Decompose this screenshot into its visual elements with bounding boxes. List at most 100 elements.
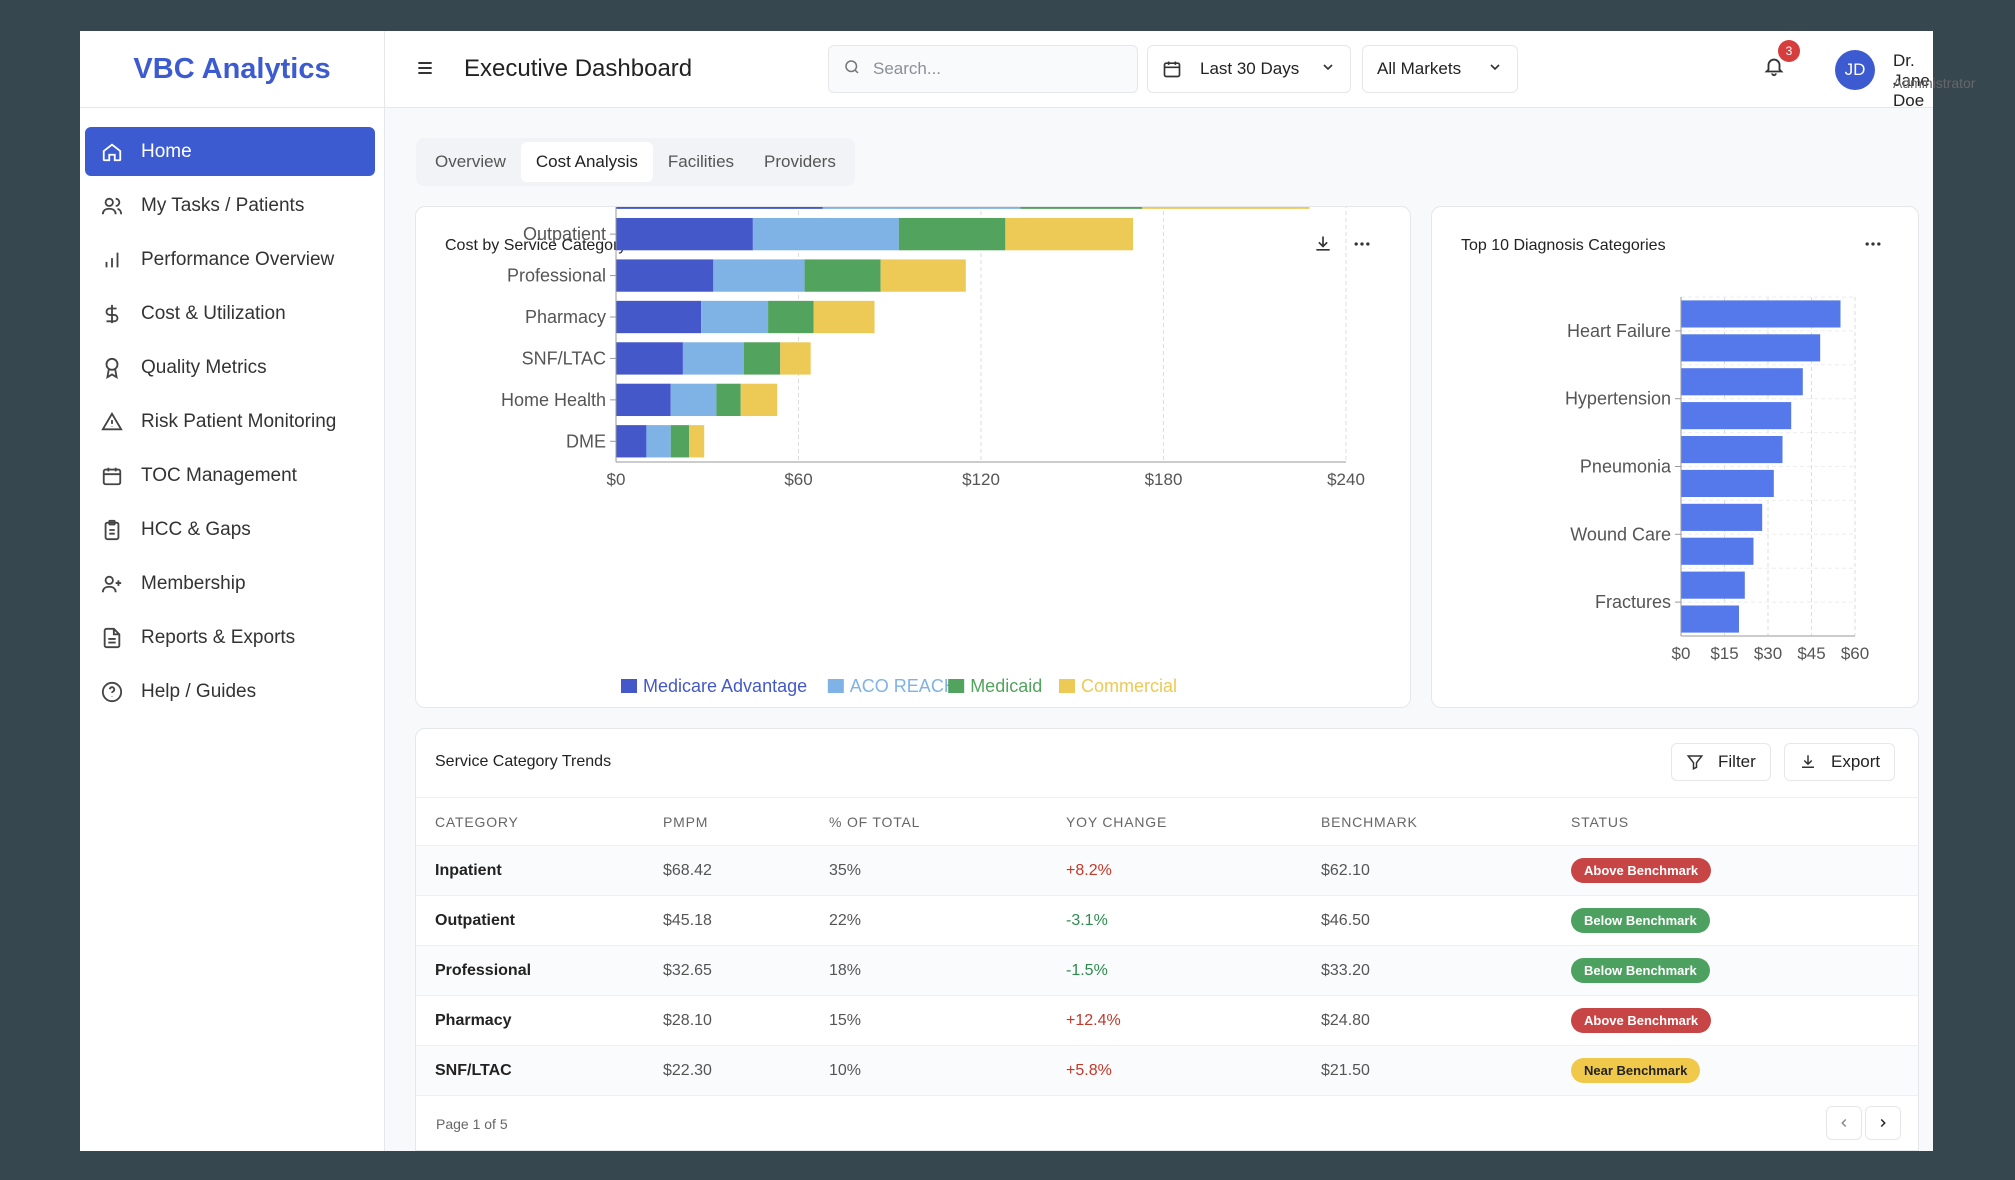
app-window: VBC Analytics Home My Tasks / Patients P…	[80, 31, 1975, 1151]
sidebar-item-performance[interactable]: Performance Overview	[85, 235, 375, 284]
cost-stacked-bar-chart: $0$60$120$180$240InpatientOutpatientProf…	[501, 207, 1365, 696]
card-title: Service Category Trends	[435, 753, 612, 770]
tab-overview[interactable]: Overview	[435, 152, 506, 171]
x-tick-label: $120	[962, 470, 1000, 489]
brand-logo: VBC Analytics	[80, 31, 384, 108]
bar-segment	[740, 383, 778, 417]
legend-swatch	[621, 679, 637, 693]
x-tick-label: $60	[784, 470, 812, 489]
export-label: Export	[1831, 752, 1881, 771]
award-icon	[100, 356, 124, 380]
y-tick-label: Pharmacy	[525, 307, 606, 327]
status-badge: Near Benchmark	[1571, 1058, 1701, 1083]
x-tick-label: $0	[1672, 644, 1691, 663]
bar-segment	[752, 217, 899, 251]
sidebar-item-hcc[interactable]: HCC & Gaps	[85, 505, 375, 554]
pmpm-cell: $32.65	[663, 945, 829, 996]
download-icon	[1802, 755, 1814, 768]
y-tick-label: Pneumonia	[1580, 457, 1672, 477]
benchmark-cell: $24.80	[1321, 995, 1571, 1046]
date-range-dropdown[interactable]: Last 30 Days	[1147, 45, 1351, 93]
tab-providers[interactable]: Providers	[764, 152, 836, 171]
pmpm-cell: $68.42	[663, 845, 829, 896]
page-info: Page 1 of 5	[436, 1116, 508, 1132]
market-value: All Markets	[1377, 59, 1462, 78]
column-header[interactable]: CATEGORY	[416, 797, 663, 846]
user-role: Administrator	[1893, 75, 1976, 91]
bar-segment	[768, 300, 814, 334]
menu-icon[interactable]	[415, 58, 435, 83]
top-header: Executive Dashboard Last 30 Days All Mar…	[385, 31, 1975, 110]
category-cell: Pharmacy	[416, 995, 663, 1046]
notification-badge: 3	[1778, 40, 1800, 62]
tab-cost-analysis[interactable]: Cost Analysis	[520, 142, 653, 182]
sidebar-item-reports[interactable]: Reports & Exports	[85, 613, 375, 662]
bar-segment	[1142, 207, 1310, 209]
download-icon[interactable]	[1313, 234, 1333, 259]
sidebar-item-cost[interactable]: Cost & Utilization	[85, 289, 375, 338]
sidebar-item-risk[interactable]: Risk Patient Monitoring	[85, 397, 375, 446]
filter-button[interactable]: Filter	[1671, 743, 1771, 781]
bar-segment	[616, 207, 823, 209]
sidebar-item-label: Membership	[141, 572, 246, 594]
x-tick-label: $180	[1145, 470, 1183, 489]
help-icon	[100, 680, 124, 704]
bar-segment	[689, 425, 705, 458]
table-row[interactable]: Outpatient $45.18 22% -3.1% $46.50 Below…	[416, 895, 1918, 946]
next-page-button[interactable]	[1865, 1106, 1901, 1140]
prev-page-button[interactable]	[1826, 1106, 1862, 1140]
status-cell: Above Benchmark	[1571, 845, 1918, 896]
bar	[1681, 300, 1841, 328]
bar	[1681, 402, 1792, 430]
diagnosis-chart-card: Top 10 Diagnosis Categories $0 $15 $30 $45 $…	[1431, 206, 1919, 708]
more-icon[interactable]	[1352, 234, 1372, 259]
column-header[interactable]: % OF TOTAL	[829, 797, 1066, 846]
market-dropdown[interactable]: All Markets	[1362, 45, 1518, 93]
status-cell: Below Benchmark	[1571, 895, 1918, 946]
table-row[interactable]: Professional $32.65 18% -1.5% $33.20 Bel…	[416, 945, 1918, 996]
export-button[interactable]: Export	[1784, 743, 1896, 781]
table-header-row: CATEGORY PMPM % OF TOTAL YOY CHANGE BENC…	[416, 797, 1918, 846]
column-header[interactable]: YOY CHANGE	[1066, 797, 1321, 846]
search-input[interactable]	[873, 59, 1113, 79]
avatar[interactable]: JD	[1835, 50, 1875, 90]
bar-segment	[880, 259, 966, 292]
pct-cell: 10%	[829, 1045, 1066, 1096]
pmpm-cell: $45.18	[663, 895, 829, 946]
table-row[interactable]: Pharmacy $28.10 15% +12.4% $24.80 Above …	[416, 995, 1918, 1046]
bar	[1681, 503, 1763, 531]
sidebar-item-home[interactable]: Home	[85, 127, 375, 176]
column-header[interactable]: PMPM	[663, 797, 829, 846]
yoy-cell: +5.8%	[1066, 1045, 1321, 1096]
tab-facilities[interactable]: Facilities	[667, 152, 735, 171]
category-cell: SNF/LTAC	[416, 1045, 663, 1096]
more-icon[interactable]	[1863, 234, 1883, 259]
column-header[interactable]: BENCHMARK	[1321, 797, 1571, 846]
cost-chart-card: Cost by Service Category $0 $60 $120 $180 $2…	[415, 206, 1411, 708]
bar-segment	[616, 342, 683, 375]
bell-icon[interactable]	[1763, 55, 1785, 82]
bar	[1681, 368, 1803, 396]
sidebar-item-label: Cost & Utilization	[141, 302, 286, 324]
sidebar: VBC Analytics Home My Tasks / Patients P…	[80, 31, 385, 1151]
table-row[interactable]: SNF/LTAC $22.30 10% +5.8% $21.50 Near Be…	[416, 1045, 1918, 1096]
y-tick-label: Wound Care	[1570, 524, 1671, 544]
x-tick-label: $0	[607, 470, 626, 489]
sidebar-item-toc[interactable]: TOC Management	[85, 451, 375, 500]
bar	[1681, 537, 1754, 565]
bar-segment	[616, 425, 647, 458]
status-cell: Above Benchmark	[1571, 995, 1918, 1046]
calendar-icon	[1162, 59, 1182, 79]
y-tick-label: SNF/LTAC	[522, 348, 606, 368]
sidebar-item-membership[interactable]: Membership	[85, 559, 375, 608]
sidebar-item-quality[interactable]: Quality Metrics	[85, 343, 375, 392]
column-header[interactable]: STATUS	[1571, 797, 1918, 846]
x-tick-label: $60	[1841, 644, 1869, 663]
sidebar-item-help[interactable]: Help / Guides	[85, 667, 375, 716]
table-row[interactable]: Inpatient $68.42 35% +8.2% $62.10 Above …	[416, 845, 1918, 896]
legend-swatch	[948, 679, 965, 693]
sidebar-item-tasks[interactable]: My Tasks / Patients	[85, 181, 375, 230]
category-cell: Outpatient	[416, 895, 663, 946]
status-cell: Below Benchmark	[1571, 945, 1918, 996]
user-plus-icon	[100, 572, 124, 596]
